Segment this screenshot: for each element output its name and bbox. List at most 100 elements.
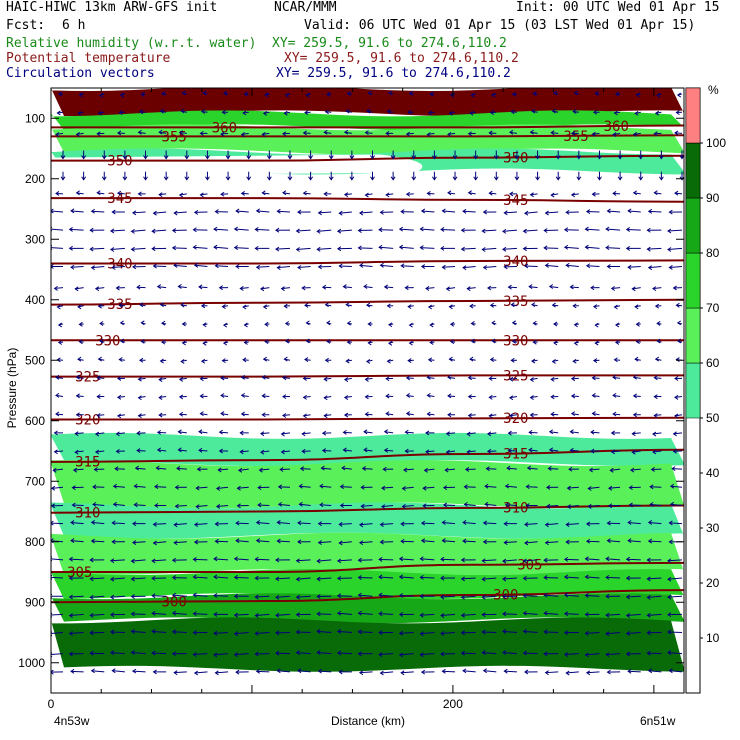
wind-vector xyxy=(70,668,84,674)
wind-vector xyxy=(522,610,538,616)
wind-vector xyxy=(634,356,641,362)
theta-contour-340 xyxy=(51,259,684,265)
wind-vector xyxy=(287,150,293,160)
wind-vector xyxy=(233,631,249,637)
wind-vector xyxy=(514,171,520,181)
plot-area: 300 300 305 305 310 310 315 315 320 320 325 325 330 3… xyxy=(51,88,684,676)
wind-vector xyxy=(584,244,600,250)
wind-vector xyxy=(543,592,559,598)
wind-vector xyxy=(503,540,517,546)
wind-vector xyxy=(55,132,64,137)
fcst-value: 6 h xyxy=(62,18,86,33)
wind-vector xyxy=(488,394,497,400)
wind-vector xyxy=(132,521,146,527)
wind-vector xyxy=(509,129,518,135)
wind-vector xyxy=(398,612,414,617)
wind-vector xyxy=(173,210,187,216)
wind-vector xyxy=(444,467,456,473)
wind-vector xyxy=(524,540,538,546)
wind-vector xyxy=(254,245,270,251)
wind-vector xyxy=(585,209,600,214)
wind-vector xyxy=(282,394,290,400)
wind-vector xyxy=(585,263,600,269)
wind-vector xyxy=(51,669,64,675)
wind-vector xyxy=(653,375,662,381)
wind-vector xyxy=(346,339,352,345)
wind-vector xyxy=(90,208,105,214)
wind-vector xyxy=(531,302,538,308)
wind-vector xyxy=(275,227,290,233)
wind-vector xyxy=(199,192,208,198)
wind-vector xyxy=(173,670,187,676)
wind-vector xyxy=(507,448,517,453)
wind-vector xyxy=(89,576,105,582)
wind-vector xyxy=(419,574,435,580)
wind-vector xyxy=(132,210,146,216)
wind-vector xyxy=(584,556,600,562)
wind-vector xyxy=(420,669,435,675)
wind-vector xyxy=(587,504,600,509)
wind-vector xyxy=(573,340,579,346)
wind-vector xyxy=(254,651,270,657)
colorbar-swatch-over xyxy=(685,87,701,144)
wind-vector xyxy=(220,131,229,137)
wind-vector xyxy=(386,109,394,114)
wind-vector xyxy=(566,485,579,491)
wind-vector xyxy=(349,150,355,160)
wind-vector xyxy=(491,92,497,98)
wind-vector xyxy=(628,485,641,491)
wind-vector xyxy=(524,263,538,269)
wind-vector xyxy=(222,340,229,346)
wind-vector xyxy=(631,449,641,455)
wind-vector xyxy=(218,448,229,454)
wind-vector xyxy=(171,575,187,580)
wind-vector xyxy=(502,246,517,252)
wind-vector xyxy=(653,131,662,137)
wind-vector xyxy=(441,264,456,270)
wind-vector xyxy=(324,109,332,115)
plot-frame xyxy=(50,87,685,694)
wind-vector xyxy=(612,411,621,417)
wind-vector xyxy=(213,226,229,232)
wind-vector xyxy=(528,447,538,453)
wind-vector xyxy=(339,484,352,490)
wind-vector xyxy=(408,90,414,96)
wind-vector xyxy=(199,130,208,136)
wind-vector xyxy=(535,171,540,181)
wind-vector xyxy=(638,150,644,160)
wind-vector xyxy=(177,447,187,453)
wind-vector xyxy=(349,171,355,181)
theta-contour-325 xyxy=(51,374,684,378)
wind-vector xyxy=(676,320,683,326)
wind-vector xyxy=(613,110,621,116)
wind-vector xyxy=(158,395,167,400)
y-tick-label: 200 xyxy=(25,172,45,186)
wind-vector xyxy=(460,630,476,636)
wind-vector xyxy=(242,357,249,363)
wind-vector xyxy=(378,630,394,636)
wind-vector xyxy=(257,502,270,508)
wind-vector xyxy=(667,247,683,252)
wind-vector xyxy=(632,412,641,418)
wind-vector xyxy=(570,376,579,382)
wind-vector xyxy=(590,429,600,435)
wind-vector xyxy=(646,246,662,252)
y-tick-label: 400 xyxy=(25,293,45,307)
wind-vector xyxy=(71,502,84,508)
wind-vector xyxy=(563,652,579,657)
wind-vector xyxy=(53,286,64,291)
wind-vector xyxy=(302,413,311,419)
wind-vector xyxy=(535,150,540,160)
wind-vector xyxy=(357,557,373,563)
wind-vector xyxy=(214,263,229,269)
wind-vector xyxy=(158,412,167,418)
wind-vector xyxy=(220,393,229,398)
wind-vector xyxy=(425,286,435,291)
wind-vector xyxy=(136,284,146,290)
wind-vector xyxy=(171,557,187,563)
wind-vector xyxy=(504,502,517,508)
wind-vector xyxy=(460,246,476,252)
wind-vector xyxy=(158,192,167,198)
wind-vector xyxy=(546,503,559,509)
wind-vector xyxy=(462,668,476,674)
